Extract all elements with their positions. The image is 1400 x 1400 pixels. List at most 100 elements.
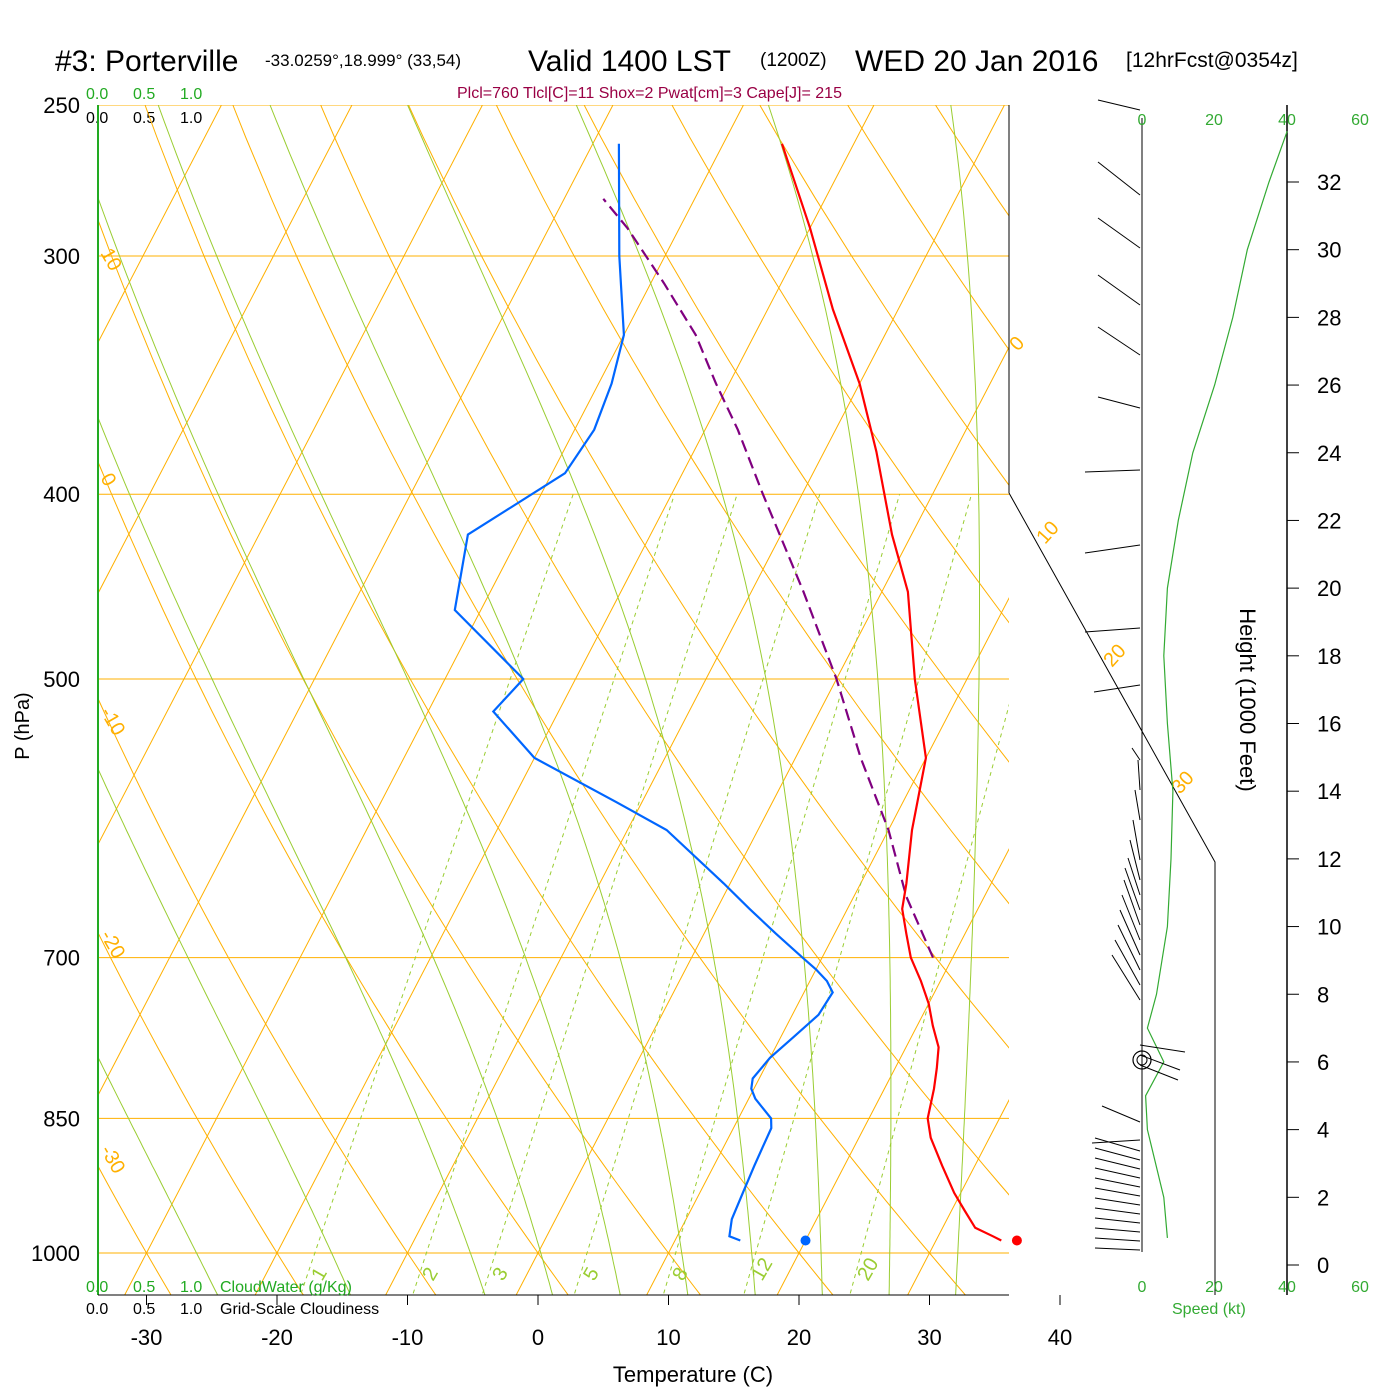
cloudwater-label: CloudWater (g/Kg)	[220, 1279, 352, 1296]
mixing-ratio-label: 5	[579, 1264, 604, 1285]
mixing-ratio-label: 3	[488, 1264, 513, 1285]
isotherm-line	[98, 105, 353, 595]
height-tick-label: 18	[1317, 644, 1341, 669]
moist-adiabat	[98, 416, 486, 1295]
mixing-ratio-line	[849, 703, 1009, 1294]
top-green-tick-0: 0.0	[86, 86, 108, 103]
x-tick-label: -30	[131, 1325, 163, 1350]
speed-tick-bottom: 40	[1278, 1279, 1296, 1296]
pressure-label: 500	[43, 667, 80, 692]
isotherm-line	[646, 597, 1009, 1295]
pressure-label: 1000	[31, 1241, 80, 1266]
speed-axis-title: Speed (kt)	[1172, 1301, 1246, 1318]
wind-barb	[1137, 759, 1141, 791]
bottom-green-tick-2: 1.0	[180, 1279, 202, 1296]
height-tick-label: 30	[1317, 238, 1341, 263]
wind-barb	[1139, 1044, 1186, 1053]
wind-barb	[1094, 1207, 1141, 1215]
x-axis-title: Temperature (C)	[613, 1362, 773, 1387]
dry-adiabat	[1293, 0, 1400, 1332]
mixing-ratio-line	[412, 494, 675, 1294]
speed-tick-bottom: 60	[1351, 1279, 1369, 1296]
height-tick-label: 0	[1317, 1253, 1329, 1278]
mixing-ratio-line	[663, 494, 901, 1294]
adiabat-label: -10	[96, 704, 130, 740]
dry-adiabat	[671, 105, 1009, 624]
station-title: #3: Porterville	[55, 45, 238, 78]
dry-adiabat	[0, 0, 59, 1332]
x-tick-label: 0	[532, 1325, 544, 1350]
isotherm-line	[98, 105, 484, 846]
wind-barb	[1094, 1137, 1141, 1152]
wind-barb	[1094, 1177, 1141, 1188]
plot-frame	[97, 105, 1216, 1296]
speed-tick-top: 60	[1351, 112, 1369, 129]
top-green-tick-1: 0.5	[133, 86, 155, 103]
top-black-tick-1: 0.5	[133, 110, 155, 127]
moist-adiabat	[98, 1056, 219, 1295]
dry-adiabat	[144, 105, 834, 1295]
speed-tick-top: 0	[1138, 112, 1147, 129]
moist-adiabat	[98, 196, 554, 1295]
moist-adiabat	[407, 105, 756, 1295]
dry-adiabat	[232, 105, 967, 1295]
pressure-label: 250	[43, 93, 80, 118]
height-axis-title: Height (1000 Feet)	[1235, 608, 1260, 791]
wind-barb	[1084, 627, 1141, 633]
mixing-ratio-label: 20	[853, 1254, 883, 1284]
x-tick-label: -20	[261, 1325, 293, 1350]
mixing-ratio-line	[482, 494, 738, 1294]
isotherm-line	[385, 105, 1006, 1295]
wind-barb	[1097, 99, 1141, 111]
isotherm-line	[515, 346, 1009, 1295]
top-green-tick-2: 1.0	[180, 86, 202, 103]
wind-barb	[1093, 684, 1141, 693]
cloud-scale-bottom: 0.0 0.5 1.0 CloudWater (g/Kg) 0.0 0.5 1.…	[86, 1279, 379, 1318]
x-tick-label: 10	[656, 1325, 680, 1350]
dry-adiabat	[98, 1165, 172, 1295]
isotherm-line	[1149, 0, 1400, 1332]
x-tick-label: 30	[917, 1325, 941, 1350]
wind-barb	[1094, 1187, 1141, 1197]
pressure-label: 300	[43, 244, 80, 269]
parcel-trace	[602, 198, 935, 959]
wind-barb	[1084, 469, 1141, 473]
sounding-traces	[453, 143, 1002, 1242]
isotherm-label: 20	[1099, 640, 1130, 671]
height-tick-label: 14	[1317, 779, 1341, 804]
isotherm-line	[0, 0, 146, 1332]
height-tick-label: 2	[1317, 1185, 1329, 1210]
cloudiness-label: Grid-Scale Cloudiness	[220, 1301, 379, 1318]
height-tick-label: 28	[1317, 305, 1341, 330]
wind-barb	[1094, 1147, 1141, 1161]
dry-adiabat	[495, 105, 1009, 905]
surface-temperature-marker	[1011, 1235, 1022, 1246]
calm-wind-circle	[1132, 1050, 1152, 1070]
dry-adiabat	[320, 105, 1009, 1196]
mixing-ratio-line	[574, 494, 821, 1294]
cloud-scale-top: 0.0 0.5 1.0 0.0 0.5 1.0	[86, 86, 202, 127]
bottom-black-tick-0: 0.0	[86, 1301, 108, 1318]
x-tick-label: 40	[1048, 1325, 1072, 1350]
dry-adiabat	[98, 460, 569, 1295]
dry-adiabat	[98, 697, 437, 1295]
bottom-black-tick-2: 1.0	[180, 1301, 202, 1318]
mixing-ratio-label: 2	[418, 1264, 443, 1285]
bottom-green-tick-1: 0.5	[133, 1279, 155, 1296]
height-tick-label: 24	[1317, 441, 1341, 466]
wind-barb	[1084, 544, 1141, 554]
mixing-ratio-line	[743, 494, 973, 1294]
height-tick-label: 12	[1317, 847, 1341, 872]
isotherm-line	[776, 848, 1009, 1295]
wind-barb	[1097, 217, 1141, 249]
wind-barb	[1119, 909, 1141, 956]
wind-barb	[1111, 954, 1141, 1001]
valid-date: WED 20 Jan 2016	[855, 45, 1098, 78]
wind-barb	[1134, 789, 1141, 821]
isotherm-line	[124, 105, 745, 1295]
utc-time: (1200Z)	[760, 50, 827, 71]
wind-barb	[1097, 396, 1141, 409]
chart-header: #3: Porterville -33.0259°,18.999° (33,54…	[55, 45, 1298, 102]
height-tick-label: 10	[1317, 915, 1341, 940]
